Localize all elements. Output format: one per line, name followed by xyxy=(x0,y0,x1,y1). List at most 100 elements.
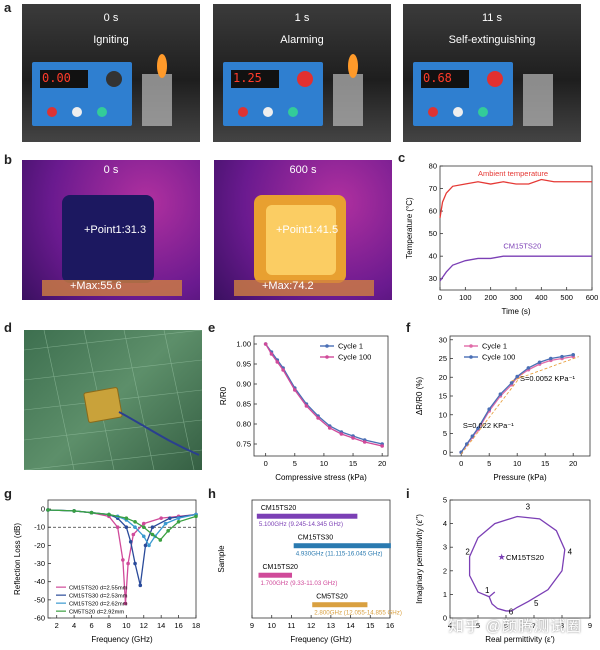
legend-marker xyxy=(325,344,329,348)
legend-label: CM15TS20 d=2.62mm xyxy=(69,602,128,608)
bar-sample-label: CM15TS20 xyxy=(263,564,299,571)
legend-label: CM5TS20 d=2.92mm xyxy=(69,610,124,616)
panel-button xyxy=(72,107,82,117)
panel-a-photo: 0 s Igniting 0.00 xyxy=(22,4,200,142)
y-tick-label: 15 xyxy=(439,392,447,401)
glass-beaker xyxy=(142,74,172,126)
alarm-light xyxy=(487,71,503,87)
y-tick-label: 1.00 xyxy=(236,340,251,349)
x-tick-label: 2 xyxy=(55,621,59,630)
x-tick-label: 10 xyxy=(320,459,328,468)
sample-block xyxy=(62,195,154,283)
data-point xyxy=(380,444,384,448)
data-point xyxy=(176,516,181,520)
photo-time: 0 s xyxy=(103,12,119,24)
data-point xyxy=(72,509,76,513)
x-tick-label: 8 xyxy=(107,621,111,630)
photo-state: Self-extinguishing xyxy=(448,34,536,46)
y-tick-label: 25 xyxy=(439,354,447,363)
y-tick-label: 10 xyxy=(439,410,447,419)
x-tick-label: 13 xyxy=(327,621,335,630)
x-tick-label: 6 xyxy=(504,621,508,630)
y-tick-label: 20 xyxy=(439,373,447,382)
photo-time: 11 s xyxy=(482,12,502,24)
data-point xyxy=(537,360,542,365)
x-tick-label: 200 xyxy=(484,293,497,302)
thermal-max-reading: +Max:74.2 xyxy=(262,280,314,292)
x-tick-label: 15 xyxy=(366,621,374,630)
chart-c: c 0 100 200 300 400 500 600 30 40 50 60 70 80 Time (s)… xyxy=(396,150,600,322)
y-tick-label: 60 xyxy=(429,207,437,216)
x-tick-label: 400 xyxy=(535,293,548,302)
data-point xyxy=(107,512,111,517)
data-point xyxy=(269,352,274,356)
range-bar xyxy=(256,513,358,519)
x-tick-label: 16 xyxy=(386,621,394,630)
x-tick-label: 300 xyxy=(510,293,523,302)
y-axis-label: Sample xyxy=(217,545,226,573)
data-point xyxy=(316,416,320,420)
glass-beaker xyxy=(333,74,363,126)
data-point xyxy=(487,407,491,411)
panel-g-label: g xyxy=(4,486,12,501)
y-tick-label: 70 xyxy=(429,184,437,193)
data-point xyxy=(158,538,163,542)
bar-range-label: 5.100GHz (9.245-14.345 GHz) xyxy=(259,521,343,528)
x-tick-label: 20 xyxy=(378,459,386,468)
panel-d-photo xyxy=(24,330,202,470)
x-tick-label: 18 xyxy=(192,621,200,630)
y-tick-label: -60 xyxy=(34,614,45,623)
range-bar xyxy=(312,602,368,608)
photo-state: Alarming xyxy=(280,34,324,46)
series-line xyxy=(460,354,574,453)
bar-sample-label: CM15TS30 xyxy=(298,535,334,542)
slope-annotation: S=0.022 KPa⁻¹ xyxy=(463,421,514,430)
x-tick-label: 600 xyxy=(586,293,599,302)
legend-label: Cycle 1 xyxy=(338,342,363,351)
display-value: 1.25 xyxy=(233,71,262,85)
x-tick-label: 9 xyxy=(588,621,592,630)
legend-marker xyxy=(469,355,473,359)
x-axis-label: Real permittivity (ε') xyxy=(485,635,555,644)
y-tick-label: 0 xyxy=(41,505,45,514)
data-point xyxy=(194,514,198,519)
y-tick-label: 1 xyxy=(443,590,447,599)
legend-star: ★ xyxy=(498,552,506,562)
bar-sample-label: CM5TS20 xyxy=(316,594,348,601)
data-point xyxy=(163,521,168,526)
display-value: 0.68 xyxy=(423,71,452,85)
bar-range-label: 2.800GHz (12.055-14.855 GHz) xyxy=(314,610,402,617)
panel-button xyxy=(263,107,273,117)
y-tick-label: 0 xyxy=(443,448,447,457)
data-point xyxy=(138,583,143,588)
y-tick-label: 0.85 xyxy=(236,400,251,409)
data-point xyxy=(362,440,367,444)
flame xyxy=(348,54,358,78)
data-point xyxy=(133,561,137,566)
semicircle-marker: 6 xyxy=(509,607,514,616)
data-point xyxy=(46,508,50,512)
panel-d-label: d xyxy=(4,320,12,335)
y-tick-label: 0.95 xyxy=(236,360,251,369)
y-tick-label: 40 xyxy=(429,252,437,261)
legend-marker xyxy=(325,355,329,359)
data-point xyxy=(515,374,519,379)
data-point xyxy=(476,426,480,431)
panel-button xyxy=(288,107,298,117)
y-tick-label: 4 xyxy=(443,519,447,528)
y-tick-label: -10 xyxy=(34,523,45,532)
data-point xyxy=(292,388,297,392)
data-point xyxy=(339,432,344,436)
data-point xyxy=(143,543,148,548)
legend-label: Cycle 1 xyxy=(482,342,507,351)
range-bar xyxy=(258,572,293,578)
range-bar xyxy=(293,543,391,549)
data-point xyxy=(141,534,146,539)
y-tick-label: 5 xyxy=(443,496,447,505)
panel-f-label: f xyxy=(406,320,411,335)
series-line xyxy=(47,509,197,586)
x-axis-label: Compressive stress (kPa) xyxy=(275,473,367,482)
bar-range-label: 4.930GHz (11.115-16.045 GHz) xyxy=(296,551,383,558)
data-point xyxy=(526,366,531,370)
digital-display xyxy=(421,70,469,88)
